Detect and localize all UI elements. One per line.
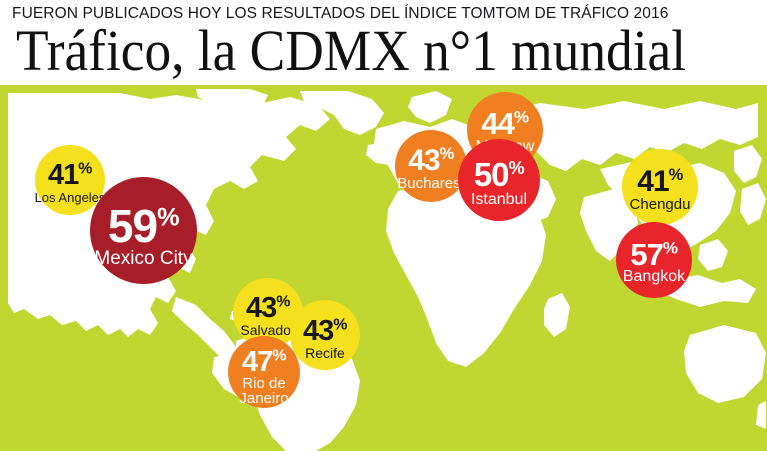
- bubble-value-salvador: 43%: [246, 292, 290, 324]
- bubble-city-chengdu: Chengdu: [629, 196, 691, 213]
- bubble-city-bucharest: Bucharest: [397, 175, 465, 192]
- kicker-text: FUERON PUBLICADOS HOY LOS RESULTADOS DEL…: [12, 5, 669, 22]
- bubble-value-mexico-city: 59%: [107, 200, 180, 252]
- bubble-recife[interactable]: 43% Recife: [290, 300, 360, 370]
- bubble-value-recife: 43%: [303, 315, 347, 347]
- world-map: 41% Los Angeles 59% Mexico City 43% Salv…: [0, 85, 767, 451]
- bubble-city-salvador: Salvador: [240, 322, 296, 338]
- bubble-los-angeles[interactable]: 41% Los Angeles: [35, 145, 105, 215]
- bubble-value-istanbul: 50%: [473, 156, 525, 193]
- bubble-city-recife: Recife: [305, 345, 345, 361]
- bubble-city-rio-de-janeiro: Rio de Janeiro: [239, 375, 289, 408]
- bubble-value-bucharest: 43%: [408, 144, 454, 177]
- bubble-istanbul[interactable]: 50% Istanbul: [458, 139, 540, 221]
- bubble-value-chengdu: 41%: [637, 165, 683, 198]
- bubble-value-moscow: 44%: [481, 106, 529, 141]
- bubble-city-mexico-city: Mexico City: [94, 248, 193, 269]
- bubble-bucharest[interactable]: 43% Bucharest: [395, 130, 467, 202]
- bubble-city-istanbul: Istanbul: [470, 191, 528, 208]
- bubble-city-bangkok: Bangkok: [622, 268, 686, 285]
- bubble-rio-de-janeiro[interactable]: 47% Rio de Janeiro: [228, 336, 300, 408]
- bubble-bangkok[interactable]: 57% Bangkok: [616, 222, 692, 298]
- bubble-mexico-city[interactable]: 59% Mexico City: [90, 177, 197, 284]
- bubble-chengdu[interactable]: 41% Chengdu: [622, 149, 698, 225]
- bubble-value-rio-de-janeiro: 47%: [242, 346, 286, 378]
- bubble-city-los-angeles: Los Angeles: [34, 190, 106, 205]
- bubble-value-bangkok: 57%: [630, 237, 678, 272]
- bubble-value-los-angeles: 41%: [48, 159, 92, 191]
- header: FUERON PUBLICADOS HOY LOS RESULTADOS DEL…: [0, 0, 767, 85]
- page-title: Tráfico, la CDMX n°1 mundial: [16, 18, 687, 83]
